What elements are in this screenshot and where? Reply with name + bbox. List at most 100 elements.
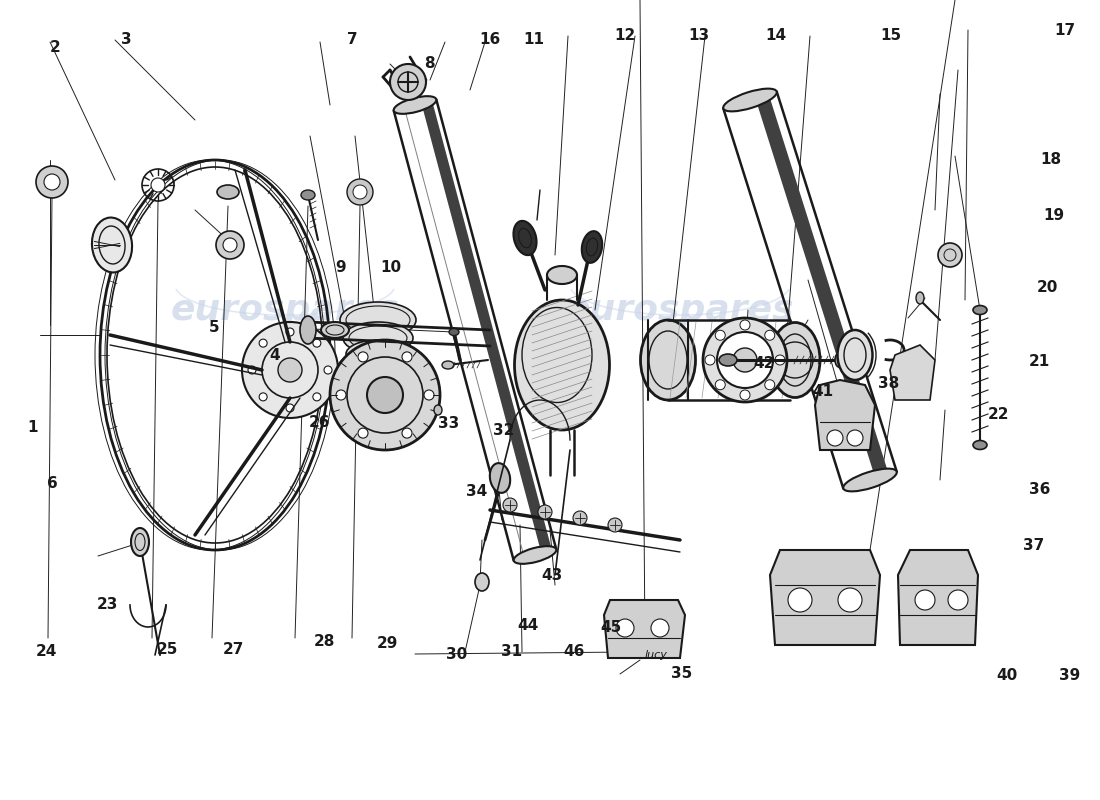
Circle shape bbox=[616, 619, 634, 637]
Ellipse shape bbox=[131, 528, 149, 556]
Text: 22: 22 bbox=[988, 407, 1010, 422]
Circle shape bbox=[242, 322, 338, 418]
Text: 32: 32 bbox=[493, 423, 515, 438]
Text: 41: 41 bbox=[812, 385, 834, 399]
Text: 37: 37 bbox=[1023, 538, 1045, 553]
Polygon shape bbox=[815, 380, 875, 450]
Polygon shape bbox=[898, 550, 978, 645]
Circle shape bbox=[764, 380, 774, 390]
Circle shape bbox=[503, 498, 517, 512]
Circle shape bbox=[827, 430, 843, 446]
Ellipse shape bbox=[475, 573, 490, 591]
Text: 24: 24 bbox=[35, 644, 57, 658]
Text: 8: 8 bbox=[424, 57, 434, 71]
Circle shape bbox=[715, 380, 725, 390]
Circle shape bbox=[703, 318, 786, 402]
Text: 15: 15 bbox=[880, 29, 902, 43]
Text: 6: 6 bbox=[47, 477, 58, 491]
Text: 11: 11 bbox=[522, 33, 544, 47]
Text: eurospares: eurospares bbox=[170, 293, 399, 327]
Ellipse shape bbox=[844, 469, 896, 491]
Circle shape bbox=[733, 348, 757, 372]
Circle shape bbox=[838, 588, 862, 612]
Ellipse shape bbox=[92, 218, 132, 273]
Ellipse shape bbox=[340, 302, 416, 338]
Circle shape bbox=[312, 393, 321, 401]
Ellipse shape bbox=[770, 322, 820, 398]
Polygon shape bbox=[604, 600, 685, 658]
Text: 26: 26 bbox=[308, 415, 330, 430]
Circle shape bbox=[223, 238, 236, 252]
Ellipse shape bbox=[343, 322, 412, 354]
Ellipse shape bbox=[835, 353, 845, 367]
Ellipse shape bbox=[837, 330, 872, 380]
Text: 2: 2 bbox=[50, 41, 60, 55]
Ellipse shape bbox=[338, 350, 418, 386]
Circle shape bbox=[36, 166, 68, 198]
Text: 23: 23 bbox=[97, 598, 119, 612]
Circle shape bbox=[740, 390, 750, 400]
Circle shape bbox=[260, 393, 267, 401]
Circle shape bbox=[44, 174, 60, 190]
Circle shape bbox=[402, 428, 412, 438]
Text: 42: 42 bbox=[754, 356, 776, 370]
Ellipse shape bbox=[514, 546, 557, 564]
Circle shape bbox=[358, 352, 368, 362]
Circle shape bbox=[248, 366, 256, 374]
Text: 33: 33 bbox=[438, 417, 460, 431]
Text: 9: 9 bbox=[336, 261, 346, 275]
Polygon shape bbox=[770, 550, 880, 645]
Text: 28: 28 bbox=[314, 634, 336, 649]
Ellipse shape bbox=[974, 441, 987, 450]
Circle shape bbox=[915, 590, 935, 610]
Ellipse shape bbox=[442, 361, 454, 369]
Circle shape bbox=[715, 330, 725, 340]
Text: 5: 5 bbox=[209, 321, 220, 335]
Circle shape bbox=[390, 64, 426, 100]
Ellipse shape bbox=[394, 96, 437, 114]
Ellipse shape bbox=[547, 266, 578, 284]
Circle shape bbox=[424, 390, 434, 400]
Circle shape bbox=[788, 588, 812, 612]
Polygon shape bbox=[756, 94, 889, 478]
Text: 25: 25 bbox=[156, 642, 178, 657]
Text: 35: 35 bbox=[671, 666, 693, 681]
Circle shape bbox=[776, 355, 785, 365]
Text: 20: 20 bbox=[1036, 281, 1058, 295]
Circle shape bbox=[151, 178, 165, 192]
Text: 30: 30 bbox=[446, 647, 468, 662]
Ellipse shape bbox=[490, 463, 510, 493]
Circle shape bbox=[740, 320, 750, 330]
Text: lucy: lucy bbox=[645, 650, 668, 660]
Circle shape bbox=[764, 330, 774, 340]
Ellipse shape bbox=[434, 405, 442, 415]
Text: 34: 34 bbox=[465, 485, 487, 499]
Ellipse shape bbox=[723, 89, 777, 111]
Circle shape bbox=[938, 243, 962, 267]
Circle shape bbox=[324, 366, 332, 374]
Text: 29: 29 bbox=[376, 637, 398, 651]
Ellipse shape bbox=[974, 306, 987, 314]
Circle shape bbox=[286, 404, 294, 412]
Ellipse shape bbox=[582, 231, 602, 263]
Text: 4: 4 bbox=[270, 349, 280, 363]
Text: 45: 45 bbox=[600, 621, 621, 635]
Circle shape bbox=[358, 428, 368, 438]
Text: 13: 13 bbox=[688, 29, 710, 43]
Text: 38: 38 bbox=[878, 377, 900, 391]
Text: 1: 1 bbox=[28, 421, 38, 435]
Ellipse shape bbox=[217, 185, 239, 199]
Text: eurospares: eurospares bbox=[565, 293, 794, 327]
Circle shape bbox=[705, 355, 715, 365]
Circle shape bbox=[216, 231, 244, 259]
Text: 27: 27 bbox=[222, 642, 244, 657]
Text: 21: 21 bbox=[1028, 354, 1050, 369]
Ellipse shape bbox=[300, 316, 316, 344]
Circle shape bbox=[402, 352, 412, 362]
Text: 19: 19 bbox=[1043, 209, 1065, 223]
Text: 44: 44 bbox=[517, 618, 539, 633]
Circle shape bbox=[278, 358, 303, 382]
Circle shape bbox=[367, 377, 403, 413]
Polygon shape bbox=[890, 345, 935, 400]
Ellipse shape bbox=[719, 354, 737, 366]
